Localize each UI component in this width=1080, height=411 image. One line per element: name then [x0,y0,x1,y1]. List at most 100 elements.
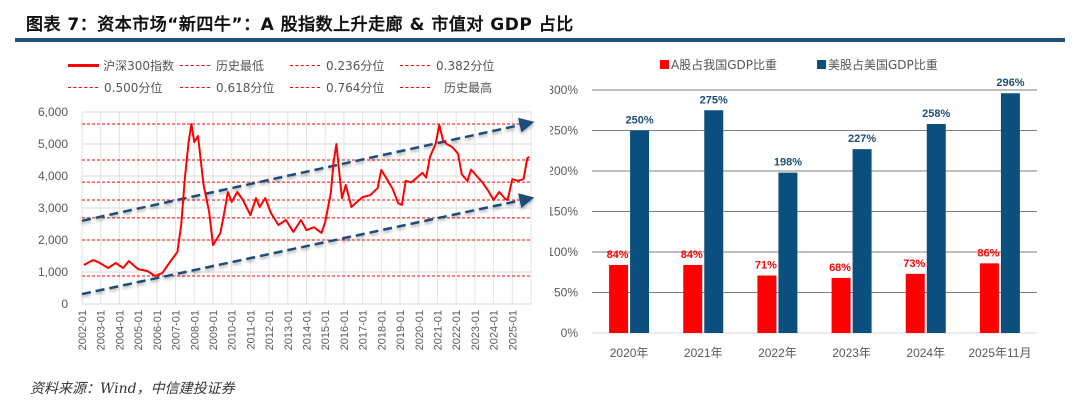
trend-line-upper [81,117,535,223]
bar-us-share [778,172,798,333]
data-label: 258% [922,108,950,120]
x-tick-label: 2011-01 [245,310,257,350]
data-label: 84% [607,249,629,261]
legend-item-hist-low: 历史最低 [180,57,290,74]
bar-a-share [757,275,777,333]
legend-item-us-share: 美股占美国GDP比重 [817,56,938,73]
legend-swatch-dashed-line [180,86,210,88]
legend-label: 0.236分位 [326,58,385,73]
x-tick-label: 2014-01 [302,310,314,350]
bar-us-share [704,110,724,333]
y-tick-label: 250% [550,124,578,138]
legend-item-q0382: 0.382分位 [400,57,494,74]
trend-line-lower [81,193,535,296]
bar-a-share [905,273,925,333]
x-category-label: 2025年11月 [968,346,1031,360]
y-tick-label: 300% [550,83,578,97]
left-line-chart: 0 1,000 2,000 3,000 4,000 5,000 6,000 2002-01 2… [38,105,535,350]
x-tick-label: 2020-01 [414,310,426,350]
x-category-label: 2023年 [832,346,871,360]
x-tick-label: 2015-01 [320,310,332,350]
legend-item-q0236: 0.236分位 [290,57,400,74]
legend-item-q0618: 0.618分位 [180,79,290,96]
x-tick-label: 2016-01 [339,310,351,350]
legend-label: 美股占美国GDP比重 [828,58,938,72]
x-tick-label: 2006-01 [152,310,164,350]
y-tick-label: 2,000 [38,233,68,247]
x-tick-label: 2003-01 [96,310,108,350]
x-category-label: 2024年 [906,346,945,360]
legend-item-a-share: A股占我国GDP比重 [660,56,777,73]
y-tick-label: 100% [550,245,578,259]
y-tick-label: 5,000 [38,137,68,151]
y-tick-label: 6,000 [38,105,68,119]
bar-a-share [831,277,851,333]
x-tick-label: 2013-01 [283,310,295,350]
title-divider [15,38,1065,42]
data-label: 71% [755,259,777,271]
x-category-label: 2020年 [610,346,649,360]
legend-label: 0.500分位 [104,80,163,95]
legend-item-hs300: 沪深300指数 [68,57,174,74]
legend-swatch-red [660,60,669,69]
legend-label: 沪深300指数 [103,58,174,73]
legend-swatch-dashed-line [68,86,98,88]
x-tick-label: 2004-01 [114,310,126,350]
bar-us-share [926,124,946,334]
y-tick-label: 150% [550,205,578,219]
x-tick-label: 2024-01 [489,310,501,350]
data-label: 68% [829,262,851,274]
x-tick-label: 2019-01 [395,310,407,350]
left-chart-legend: 沪深300指数 历史最低 0.236分位 0.382分位 0.500分位 0.6… [68,54,548,98]
legend-swatch-solid-line [68,63,100,67]
legend-item-q0500: 0.500分位 [68,79,180,96]
x-tick-label: 2021-01 [432,310,444,350]
right-bar-chart: 0% 50% 100% 150% 200% 250% 300% 84% 250% 84% 275%… [550,77,1037,360]
x-tick-label: 2012-01 [264,310,276,350]
bar-us-share [852,149,872,333]
x-tick-label: 2002-01 [77,310,89,350]
x-tick-label: 2017-01 [358,310,370,350]
legend-label: 历史最高 [444,80,493,95]
x-tick-label: 2018-01 [376,310,388,350]
y-tick-label: 4,000 [38,169,68,183]
legend-swatch-blue [817,60,826,69]
bar-a-share [609,264,629,333]
legend-swatch-dashed-line [400,86,430,88]
x-tick-label: 2023-01 [470,310,482,350]
legend-swatch-dashed-line [290,64,320,66]
y-tick-label: 0% [561,326,579,340]
legend-label: A股占我国GDP比重 [671,58,777,72]
legend-item-hist-high: 历史最高 [400,79,492,96]
right-chart-legend: A股占我国GDP比重 美股占美国GDP比重 [660,56,938,73]
x-tick-label: 2007-01 [171,310,183,350]
x-category-label: 2021年 [684,346,723,360]
data-label: 73% [903,258,925,270]
legend-item-q0764: 0.764分位 [290,79,400,96]
legend-swatch-dashed-line [290,86,320,88]
x-tick-label: 2025-01 [507,310,519,350]
y-tick-label: 1,000 [38,265,68,279]
y-tick-label: 3,000 [38,201,68,215]
source-note: 资料来源：Wind，中信建投证券 [30,381,235,397]
legend-swatch-dashed-line [400,64,430,66]
bar-us-share [630,130,650,333]
series-line-hs300 [83,123,530,277]
x-category-label: 2022年 [758,346,797,360]
data-label: 198% [774,157,802,169]
x-tick-label: 2008-01 [189,310,201,350]
data-label: 227% [848,133,876,145]
legend-label: 0.618分位 [216,80,275,95]
legend-label: 历史最低 [216,58,265,73]
data-label: 86% [977,247,999,259]
data-label: 84% [681,249,703,261]
bar-us-share [1000,93,1020,334]
data-label: 275% [700,94,728,106]
x-tick-label: 2022-01 [451,310,463,350]
x-tick-label: 2005-01 [133,310,145,350]
data-label: 296% [996,77,1024,89]
legend-label: 0.764分位 [326,80,385,95]
bar-a-share [683,264,703,333]
x-tick-label: 2009-01 [208,310,220,350]
legend-swatch-dashed-line [180,64,210,66]
